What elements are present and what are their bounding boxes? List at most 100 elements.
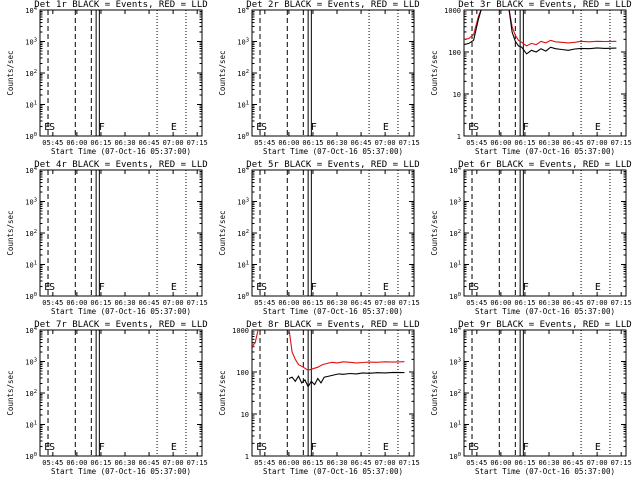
y-tick-label: 102 — [25, 69, 37, 78]
x-tick-label: 07:15 — [399, 459, 420, 467]
y-axis-label: Counts/sec — [6, 370, 15, 415]
plot-frame — [463, 329, 627, 457]
x-tick-label: 05:45 — [466, 299, 487, 307]
panel-title: Det 2r BLACK = Events, RED = LLD — [246, 0, 419, 10]
marker-s-1: S — [261, 282, 267, 293]
y-tick-label: 100 — [449, 292, 461, 301]
plot-frame — [251, 169, 415, 297]
x-tick-label: 07:15 — [611, 139, 632, 147]
x-tick-label: 06:15 — [90, 459, 111, 467]
marker-e-0: E — [44, 282, 50, 293]
x-tick-label: 05:45 — [42, 299, 63, 307]
x-tick-label: 07:15 — [187, 299, 208, 307]
y-tick-label: 100 — [237, 292, 249, 301]
x-tick-label: 06:15 — [514, 299, 535, 307]
marker-f-2: F — [523, 122, 529, 133]
x-tick-label: 06:30 — [114, 299, 135, 307]
y-axis-label: Counts/sec — [430, 50, 439, 95]
panel-title: Det 5r BLACK = Events, RED = LLD — [246, 160, 419, 170]
x-tick-label: 05:45 — [254, 139, 275, 147]
y-tick-label: 103 — [237, 198, 249, 207]
y-tick-label: 104 — [449, 166, 461, 175]
y-tick-label: 101 — [25, 101, 37, 110]
marker-e-3: E — [383, 282, 389, 293]
y-tick-label: 102 — [25, 229, 37, 238]
x-tick-label: 06:45 — [139, 299, 160, 307]
x-tick-label: 06:00 — [66, 299, 87, 307]
x-tick-label: 06:00 — [278, 139, 299, 147]
marker-f-2: F — [99, 122, 105, 133]
plot-frame — [251, 329, 415, 457]
y-tick-label: 104 — [25, 6, 37, 15]
panel-title: Det 1r BLACK = Events, RED = LLD — [34, 0, 207, 10]
x-tick-label: 06:30 — [538, 139, 559, 147]
x-tick-label: 07:00 — [587, 459, 608, 467]
x-tick-label: 05:45 — [254, 299, 275, 307]
y-tick-label: 102 — [449, 389, 461, 398]
x-axis-label: Start Time (07-Oct-16 05:37:00) — [263, 307, 403, 316]
y-tick-label: 103 — [449, 358, 461, 367]
x-tick-label: 07:00 — [375, 139, 396, 147]
marker-e-3: E — [595, 122, 601, 133]
x-tick-label: 05:45 — [254, 459, 275, 467]
marker-f-2: F — [99, 442, 105, 453]
x-tick-label: 06:15 — [514, 139, 535, 147]
plot-frame — [39, 329, 203, 457]
plot-frame — [39, 169, 203, 297]
y-tick-label: 101 — [25, 421, 37, 430]
marker-f-2: F — [311, 122, 317, 133]
x-tick-label: 07:00 — [375, 459, 396, 467]
y-tick-label: 100 — [448, 49, 461, 57]
x-tick-label: 07:00 — [587, 139, 608, 147]
y-tick-label: 1000 — [444, 7, 461, 15]
x-tick-label: 07:15 — [399, 139, 420, 147]
panel-title: Det 3r BLACK = Events, RED = LLD — [458, 0, 631, 10]
y-tick-label: 10 — [453, 91, 461, 99]
marker-s-1: S — [261, 122, 267, 133]
x-tick-label: 06:45 — [351, 299, 372, 307]
marker-e-3: E — [383, 442, 389, 453]
x-tick-label: 06:00 — [490, 299, 511, 307]
x-tick-label: 06:45 — [563, 299, 584, 307]
y-axis-label: Counts/sec — [218, 50, 227, 95]
y-tick-label: 101 — [237, 101, 249, 110]
x-tick-label: 07:00 — [163, 139, 184, 147]
x-tick-label: 06:00 — [490, 139, 511, 147]
marker-e-0: E — [44, 442, 50, 453]
x-tick-label: 07:00 — [375, 299, 396, 307]
x-axis-label: Start Time (07-Oct-16 05:37:00) — [51, 307, 191, 316]
y-axis-label: Counts/sec — [218, 370, 227, 415]
plot-frame — [251, 9, 415, 137]
y-tick-label: 103 — [25, 358, 37, 367]
y-tick-label: 1000 — [232, 327, 249, 335]
marker-e-3: E — [171, 442, 177, 453]
x-tick-label: 06:15 — [302, 139, 323, 147]
x-tick-label: 06:15 — [90, 139, 111, 147]
marker-e-0: E — [468, 442, 474, 453]
y-tick-label: 104 — [237, 166, 249, 175]
x-tick-label: 06:00 — [66, 459, 87, 467]
x-tick-label: 06:00 — [490, 459, 511, 467]
y-tick-label: 1 — [245, 453, 249, 461]
marker-e-3: E — [171, 122, 177, 133]
marker-e-3: E — [383, 122, 389, 133]
x-tick-label: 06:00 — [66, 139, 87, 147]
x-tick-label: 06:30 — [326, 299, 347, 307]
x-axis-label: Start Time (07-Oct-16 05:37:00) — [475, 147, 615, 156]
y-axis-label: Counts/sec — [6, 50, 15, 95]
marker-e-3: E — [595, 442, 601, 453]
x-tick-label: 06:00 — [278, 299, 299, 307]
series-lld-line — [252, 330, 405, 371]
y-tick-label: 101 — [25, 261, 37, 270]
y-tick-label: 104 — [25, 326, 37, 335]
y-axis-label: Counts/sec — [430, 210, 439, 255]
marker-f-2: F — [311, 442, 317, 453]
x-tick-label: 07:00 — [163, 299, 184, 307]
y-tick-label: 101 — [449, 421, 461, 430]
